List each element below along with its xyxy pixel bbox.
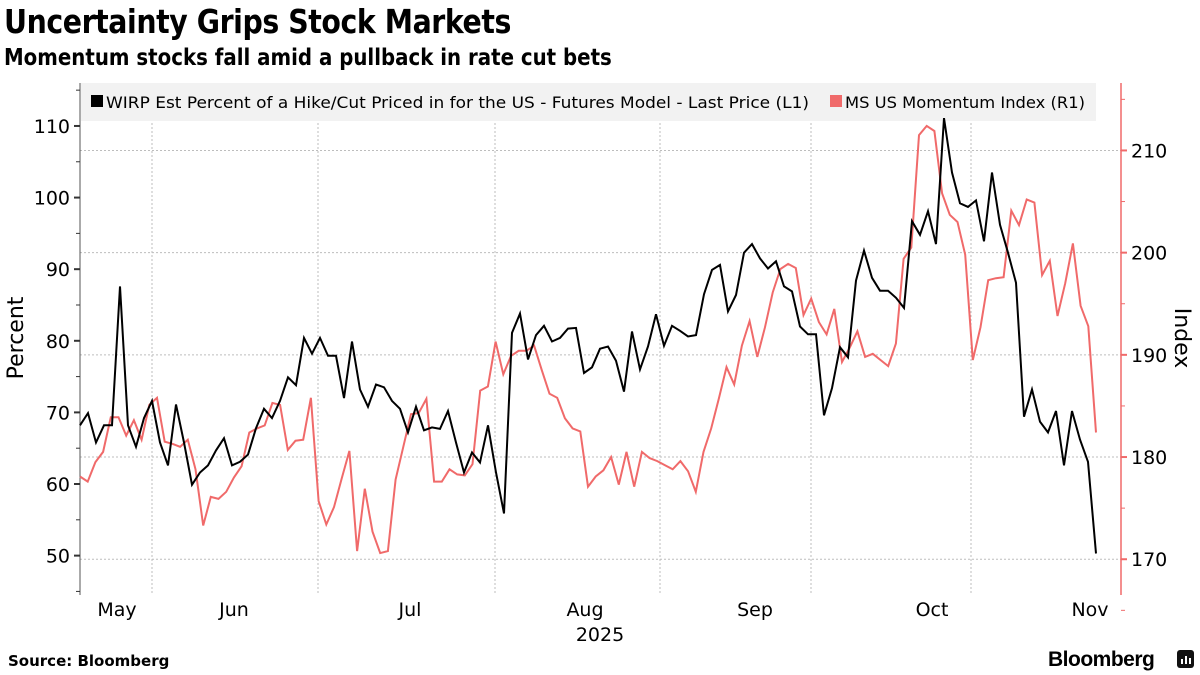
right-tick-label: 200 [1131,243,1167,265]
x-axis-year-label: 2025 [576,624,624,646]
right-axis-title: Index [1169,308,1194,369]
x-tick-label: Aug [566,599,603,621]
gridlines [80,83,1121,595]
series-lines [79,117,1097,555]
left-tick-label: 100 [34,188,70,210]
bloomberg-chart-icon [1177,650,1194,668]
series-line-wirp [79,117,1097,554]
legend-swatch-momentum [830,95,842,107]
series-line-momentum [79,124,1097,555]
legend-swatch-wirp [91,95,103,107]
legend-box [81,83,1096,121]
right-tick-label: 190 [1131,345,1167,367]
x-tick-label: Nov [1071,599,1108,621]
x-tick-label: Jul [398,599,422,621]
left-tick-label: 70 [46,402,70,424]
right-tick-label: 210 [1131,140,1167,162]
x-tick-label: Jun [218,599,249,621]
axes: 50 60 70 80 90 100 110 170 180 190 200 210 May Jun Jul… [34,83,1167,621]
left-tick-label: 50 [46,546,70,568]
left-tick-label: 60 [46,474,70,496]
left-tick-label: 80 [46,331,70,353]
x-tick-label: May [97,599,136,621]
legend-label-wirp: WIRP Est Percent of a Hike/Cut Priced in… [106,93,809,112]
right-tick-label: 170 [1131,549,1167,571]
right-tick-label: 180 [1131,447,1167,469]
left-tick-label: 90 [46,259,70,281]
x-tick-label: Sep [737,599,773,621]
left-axis-title: Percent [4,296,29,379]
legend-label-momentum: MS US Momentum Index (R1) [845,93,1085,112]
brand-logo: Bloomberg [1048,648,1155,671]
legend: WIRP Est Percent of a Hike/Cut Priced in… [91,93,1085,112]
chart-subtitle: Momentum stocks fall amid a pullback in … [4,45,612,71]
source-note: Source: Bloomberg [8,652,170,670]
chart-title: Uncertainty Grips Stock Markets [4,2,511,41]
x-tick-label: Oct [916,599,949,621]
left-tick-label: 110 [34,116,70,138]
